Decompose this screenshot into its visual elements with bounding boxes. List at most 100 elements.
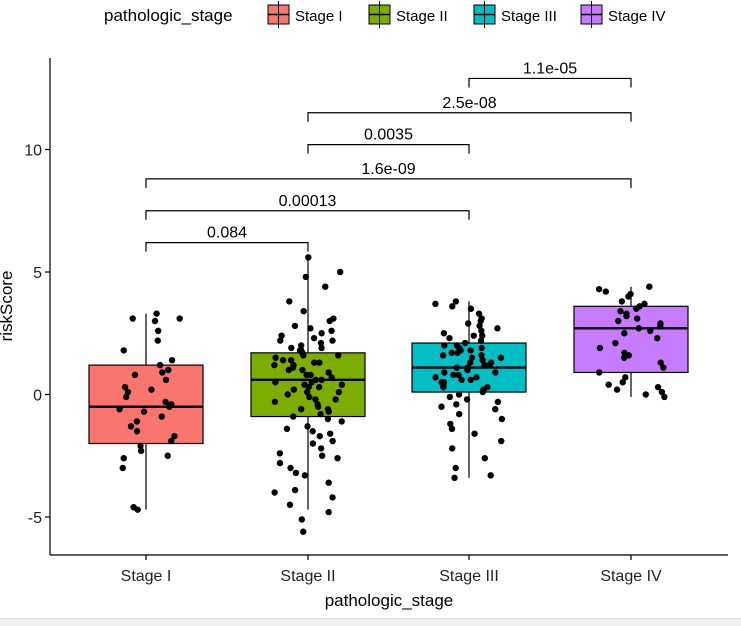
point-stage-ii [307,325,314,332]
point-stage-iii [455,371,462,379]
point-stage-iv [625,293,632,300]
point-stage-ii [328,374,335,381]
point-stage-ii [292,469,300,477]
point-stage-iii [486,361,493,369]
p-value-label: 0.084 [207,225,247,242]
point-stage-ii [329,437,336,445]
point-stage-ii [317,339,325,347]
point-stage-iii [440,330,448,337]
y-tick-label: -5 [28,510,42,527]
comparison-bracket [145,242,309,252]
point-stage-iii [453,401,460,408]
point-stage-ii [277,337,284,344]
point-stage-ii [272,379,279,386]
point-stage-ii [306,393,313,401]
point-stage-ii [276,459,284,467]
point-stage-iii [458,376,465,383]
point-stage-iv [657,322,664,330]
point-stage-iii [447,420,454,428]
point-stage-ii [326,317,333,325]
point-stage-ii [322,283,329,290]
point-stage-ii [305,254,312,261]
point-stage-iv [615,317,622,325]
point-stage-i [140,408,148,415]
point-stage-iii [455,410,463,418]
point-stage-iv [619,379,626,386]
point-stage-ii [285,366,293,374]
point-stage-iv [646,283,653,290]
point-stage-ii [332,396,339,403]
point-stage-i [164,452,171,459]
point-stage-iii [440,383,447,391]
point-stage-ii [305,383,312,391]
point-stage-iv [596,344,604,352]
point-stage-iii [479,388,486,396]
point-stage-iii [481,361,488,369]
point-stage-i [154,337,161,344]
point-stage-ii [290,386,298,393]
point-stage-i [119,464,126,472]
point-stage-iv [658,388,666,396]
point-stage-iii [470,332,477,339]
point-stage-iv [605,381,612,388]
point-stage-ii [286,298,293,305]
point-stage-ii [300,308,307,315]
p-value-label: 1.6e-09 [361,161,415,178]
point-stage-i [133,428,141,435]
point-stage-ii [287,357,295,364]
point-stage-iv [642,391,650,398]
y-tick-label: 10 [24,143,42,160]
point-stage-ii [304,423,311,430]
point-stage-ii [290,413,297,420]
point-stage-i [176,315,183,322]
point-stage-iii [452,464,459,472]
legend-label-stage-iii: Stage III [501,8,557,25]
point-stage-i [127,423,135,430]
point-stage-ii [278,332,285,339]
point-stage-i [155,327,162,334]
x-tick-label: Stage II [280,568,335,585]
point-stage-iii [467,359,474,366]
point-stage-iii [494,398,502,406]
point-stage-ii [318,376,325,383]
point-stage-ii [288,344,295,352]
point-stage-iii [441,369,448,376]
point-stage-ii [309,440,317,447]
point-stage-iv [613,386,621,393]
point-stage-ii [279,357,287,364]
point-stage-i [116,406,123,413]
point-stage-i [158,413,165,420]
legend-label-stage-i: Stage I [295,8,343,25]
point-stage-ii [308,379,315,386]
point-stage-iii [463,396,471,403]
point-stage-i [123,393,130,401]
point-stage-iv [654,334,661,342]
point-stage-ii [318,452,326,459]
point-stage-i [153,310,160,317]
p-value-label: 0.00013 [279,193,337,210]
point-stage-ii [276,450,284,457]
point-stage-iv [595,369,603,376]
point-stage-ii [272,354,279,361]
comparison-bracket [145,210,470,220]
point-stage-iv [657,359,664,366]
plot-area: 0.084 0.00013 1.6e-09 0.0035 2.5e-08 1.1e-05 -… [24,58,728,585]
point-stage-iii [449,303,456,310]
point-stage-iv [647,327,654,334]
comparison-bracket [307,112,632,122]
point-stage-ii [326,430,334,437]
point-stage-iii [438,403,445,410]
point-stage-ii [302,273,309,281]
point-stage-ii [325,508,332,516]
point-stage-iv [602,288,610,295]
comparison-bracket [307,144,470,154]
point-stage-iii [449,445,456,452]
point-stage-ii [335,388,343,396]
p-value-label: 2.5e-08 [442,95,496,112]
point-stage-ii [329,494,336,501]
legend-title: pathologic_stage [104,6,233,25]
point-stage-ii [317,410,324,418]
point-stage-i [134,506,141,513]
point-stage-i [162,376,170,383]
